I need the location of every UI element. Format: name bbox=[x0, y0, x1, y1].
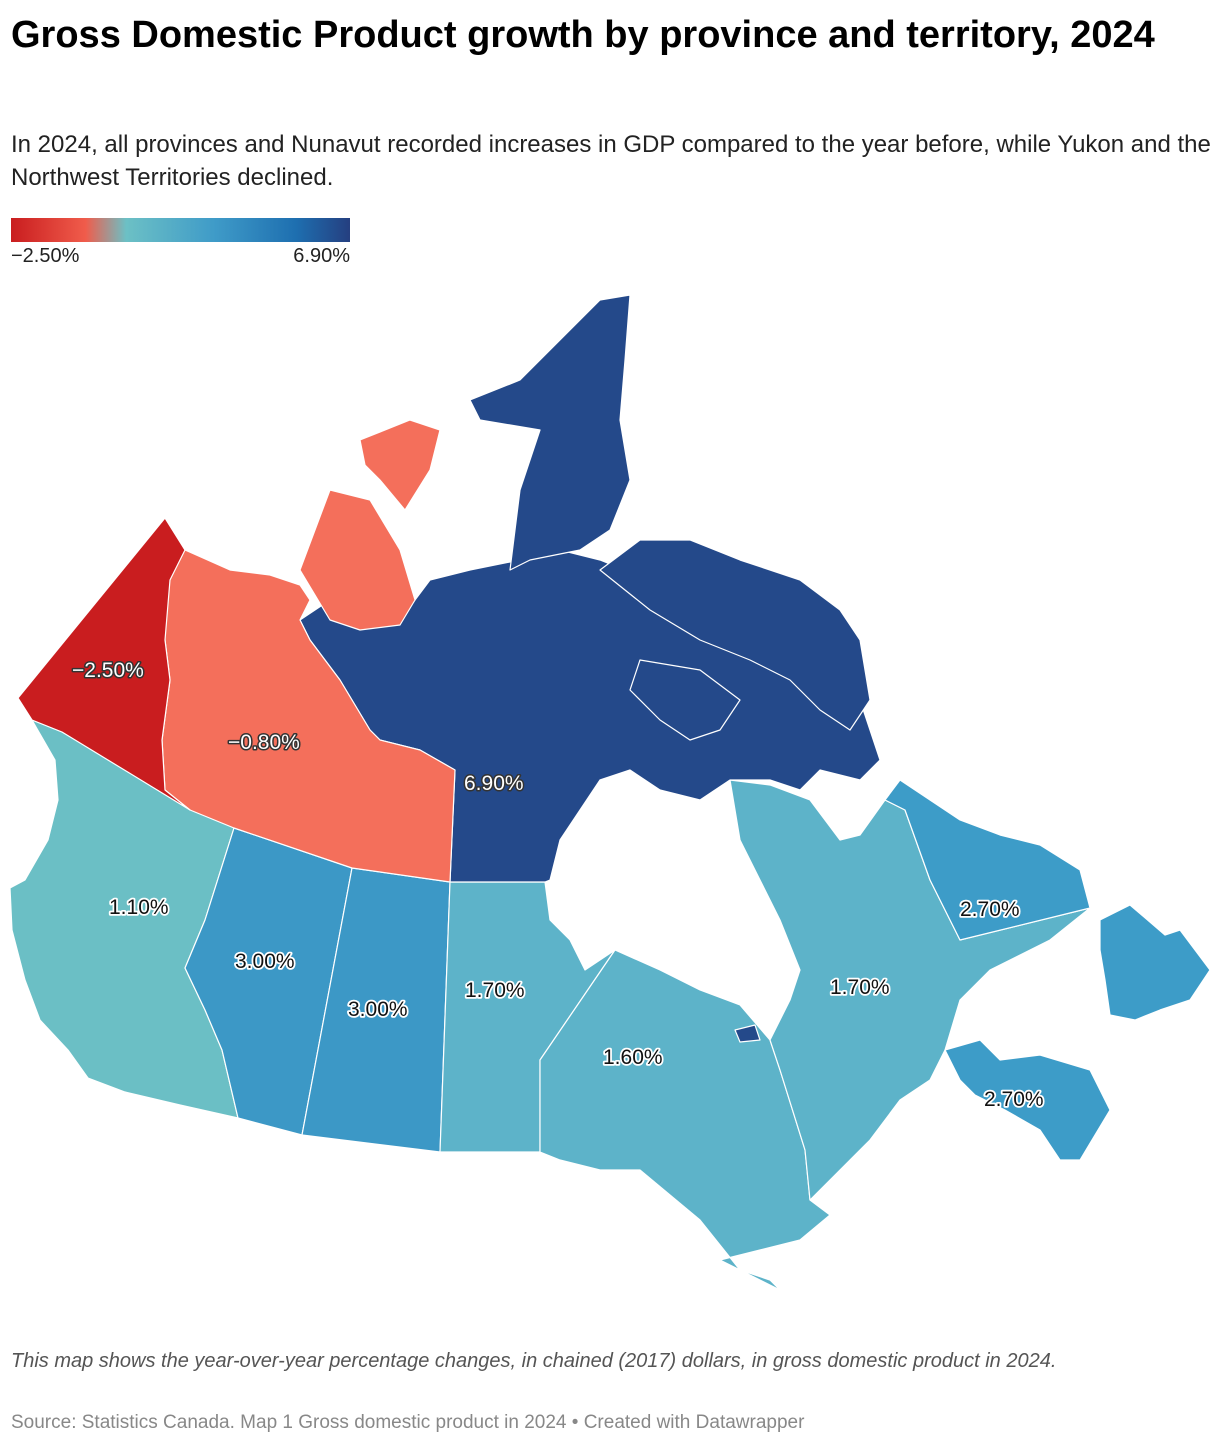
chart-subtitle: In 2024, all provinces and Nunavut recor… bbox=[11, 131, 1211, 191]
label-yukon: −2.50% bbox=[72, 659, 144, 682]
region-nunavut-islands[interactable] bbox=[469, 294, 631, 571]
label-nunavut: 6.90% bbox=[464, 772, 524, 795]
canada-map: −2.50% −0.80% 6.90% 1.10% 3.00% 3.00% 1.… bbox=[9, 294, 1211, 1291]
region-northwest-territories-banks[interactable] bbox=[359, 419, 441, 511]
label-alberta: 3.00% bbox=[235, 950, 295, 973]
region-manitoba[interactable] bbox=[439, 881, 616, 1153]
label-newfoundland-labrador: 2.70% bbox=[960, 898, 1020, 921]
legend-max-label: 6.90% bbox=[293, 245, 350, 267]
legend-min-label: −2.50% bbox=[11, 245, 80, 267]
chart-title: Gross Domestic Product growth by provinc… bbox=[11, 14, 1155, 56]
region-newfoundland-island[interactable] bbox=[1099, 904, 1211, 1021]
legend-gradient-bar bbox=[11, 218, 350, 242]
label-manitoba: 1.70% bbox=[465, 979, 525, 1002]
label-british-columbia: 1.10% bbox=[109, 896, 169, 919]
label-maritimes: 2.70% bbox=[984, 1088, 1044, 1111]
region-newfoundland-labrador[interactable] bbox=[884, 779, 1091, 941]
region-quebec[interactable] bbox=[729, 779, 1091, 1201]
region-maritimes[interactable] bbox=[944, 1039, 1111, 1161]
label-saskatchewan: 3.00% bbox=[348, 998, 408, 1021]
color-legend: −2.50% 6.90% bbox=[11, 218, 350, 268]
region-nunavut-baffin[interactable] bbox=[599, 539, 871, 731]
label-quebec: 1.70% bbox=[830, 976, 890, 999]
region-nunavut-belcher[interactable] bbox=[734, 1024, 761, 1043]
region-ontario[interactable] bbox=[539, 949, 831, 1291]
chart-source: Source: Statistics Canada. Map 1 Gross d… bbox=[11, 1412, 805, 1433]
region-yukon[interactable] bbox=[17, 517, 191, 811]
label-ontario: 1.60% bbox=[603, 1046, 663, 1069]
chart-note: This map shows the year-over-year percen… bbox=[11, 1350, 1057, 1372]
region-nunavut-southampton[interactable] bbox=[629, 659, 741, 741]
label-northwest-territories: −0.80% bbox=[228, 731, 300, 754]
region-northwest-territories-victoria[interactable] bbox=[299, 489, 416, 631]
